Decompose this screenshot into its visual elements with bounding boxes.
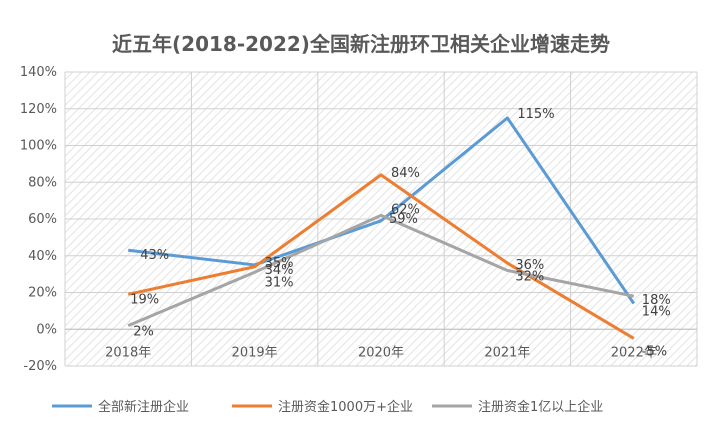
data-label: 62% [391, 202, 420, 217]
data-label: 36% [515, 258, 544, 273]
legend-label: 注册资金1000万+企业 [278, 399, 413, 415]
series-line-2 [127, 173, 635, 340]
data-label: 19% [130, 292, 159, 307]
y-tick-label: 40% [28, 249, 57, 264]
y-tick-label: 80% [28, 175, 57, 190]
data-label: 34% [265, 263, 294, 278]
data-label: 43% [140, 248, 169, 263]
y-tick-label: 60% [28, 212, 57, 227]
x-tick-label: 2022年 [611, 345, 657, 360]
x-tick-label: 2021年 [484, 345, 530, 360]
x-tick-label: 2019年 [232, 345, 278, 360]
y-tick-label: 100% [20, 139, 57, 154]
data-label: 31% [265, 275, 294, 290]
data-label: -5% [642, 344, 667, 359]
data-label: 84% [391, 166, 420, 181]
series-line-3 [127, 213, 635, 327]
data-label: 2% [133, 325, 154, 340]
y-tick-label: 120% [20, 102, 57, 117]
y-tick-label: -20% [23, 359, 57, 374]
legend-label: 注册资金1亿以上企业 [478, 399, 603, 415]
chart-title: 近五年(2018-2022)全国新注册环卫相关企业增速走势 [112, 32, 610, 56]
data-label: 14% [642, 305, 671, 320]
series-line-1 [128, 116, 636, 305]
data-label: 18% [642, 293, 671, 308]
x-tick-label: 2018年 [105, 345, 151, 360]
data-label: 59% [389, 212, 418, 227]
data-label: 115% [517, 107, 554, 122]
data-label: 35% [265, 256, 294, 271]
y-tick-label: 20% [28, 286, 57, 301]
data-label: 32% [515, 269, 544, 284]
x-tick-label: 2020年 [358, 345, 404, 360]
y-tick-label: 0% [36, 322, 57, 337]
legend-label: 全部新注册企业 [98, 399, 189, 415]
y-tick-label: 140% [20, 65, 57, 80]
